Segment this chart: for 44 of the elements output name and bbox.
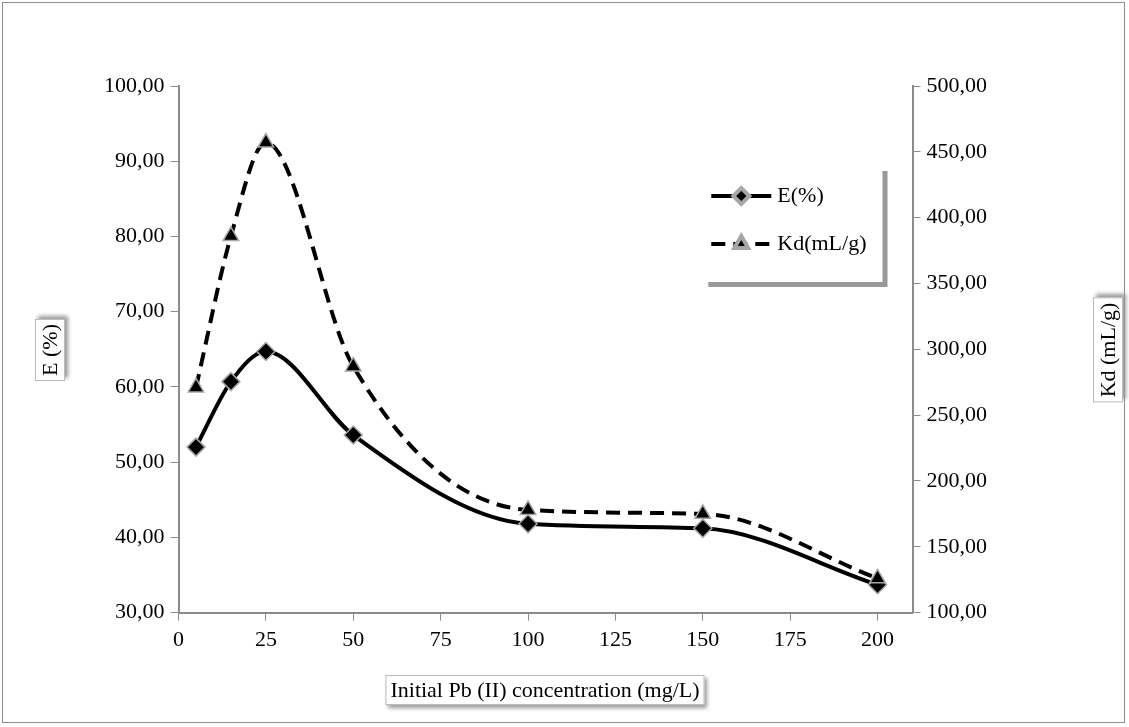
point xyxy=(186,437,206,457)
y-tick-label: 90,00 xyxy=(115,147,165,173)
y-tick-label: 80,00 xyxy=(115,222,165,248)
point xyxy=(257,132,275,148)
x-tick-label: 150 xyxy=(686,625,720,651)
y2-tick-label: 300,00 xyxy=(926,335,987,361)
y2-tick-label: 150,00 xyxy=(926,532,987,558)
y-tick-label: 40,00 xyxy=(115,523,165,549)
x-tick-label: 75 xyxy=(429,625,452,651)
point xyxy=(694,504,712,520)
x-tick-label: 25 xyxy=(254,625,277,651)
point xyxy=(869,568,887,584)
y2-tick-label: 350,00 xyxy=(926,269,987,295)
point xyxy=(222,226,240,242)
y-axis-title: E (%) xyxy=(35,319,65,381)
y2-tick-label: 500,00 xyxy=(926,71,987,97)
point xyxy=(343,425,364,445)
y-tick-label: 70,00 xyxy=(115,297,165,323)
point xyxy=(519,500,537,516)
y2-tick-label: 250,00 xyxy=(926,400,987,426)
y-tick-label: 60,00 xyxy=(115,372,165,398)
y2-tick-label: 200,00 xyxy=(926,466,987,492)
y2-axis-title: Kd (mL/g) xyxy=(1093,297,1123,403)
y-tick-label: 30,00 xyxy=(115,598,165,624)
point xyxy=(187,377,205,393)
y2-tick-label: 100,00 xyxy=(926,598,987,624)
x-tick-label: 0 xyxy=(173,625,184,651)
x-tick-label: 50 xyxy=(342,625,365,651)
x-tick-label: 175 xyxy=(773,625,807,651)
point xyxy=(518,514,538,534)
x-tick-label: 100 xyxy=(511,625,545,651)
point xyxy=(344,356,362,372)
legend-label: Kd(mL/g) xyxy=(777,229,867,255)
point xyxy=(221,371,241,392)
y-tick-label: 100,00 xyxy=(104,71,165,97)
y-tick-label: 50,00 xyxy=(115,447,165,473)
x-axis-title: Initial Pb (II) concentration (mg/L) xyxy=(385,675,705,705)
x-tick-label: 125 xyxy=(598,625,632,651)
y2-tick-label: 400,00 xyxy=(926,203,987,229)
point xyxy=(256,341,276,362)
y2-tick-label: 450,00 xyxy=(926,137,987,163)
x-tick-label: 200 xyxy=(861,625,895,651)
point xyxy=(693,518,713,539)
legend-label: E(%) xyxy=(777,181,824,207)
